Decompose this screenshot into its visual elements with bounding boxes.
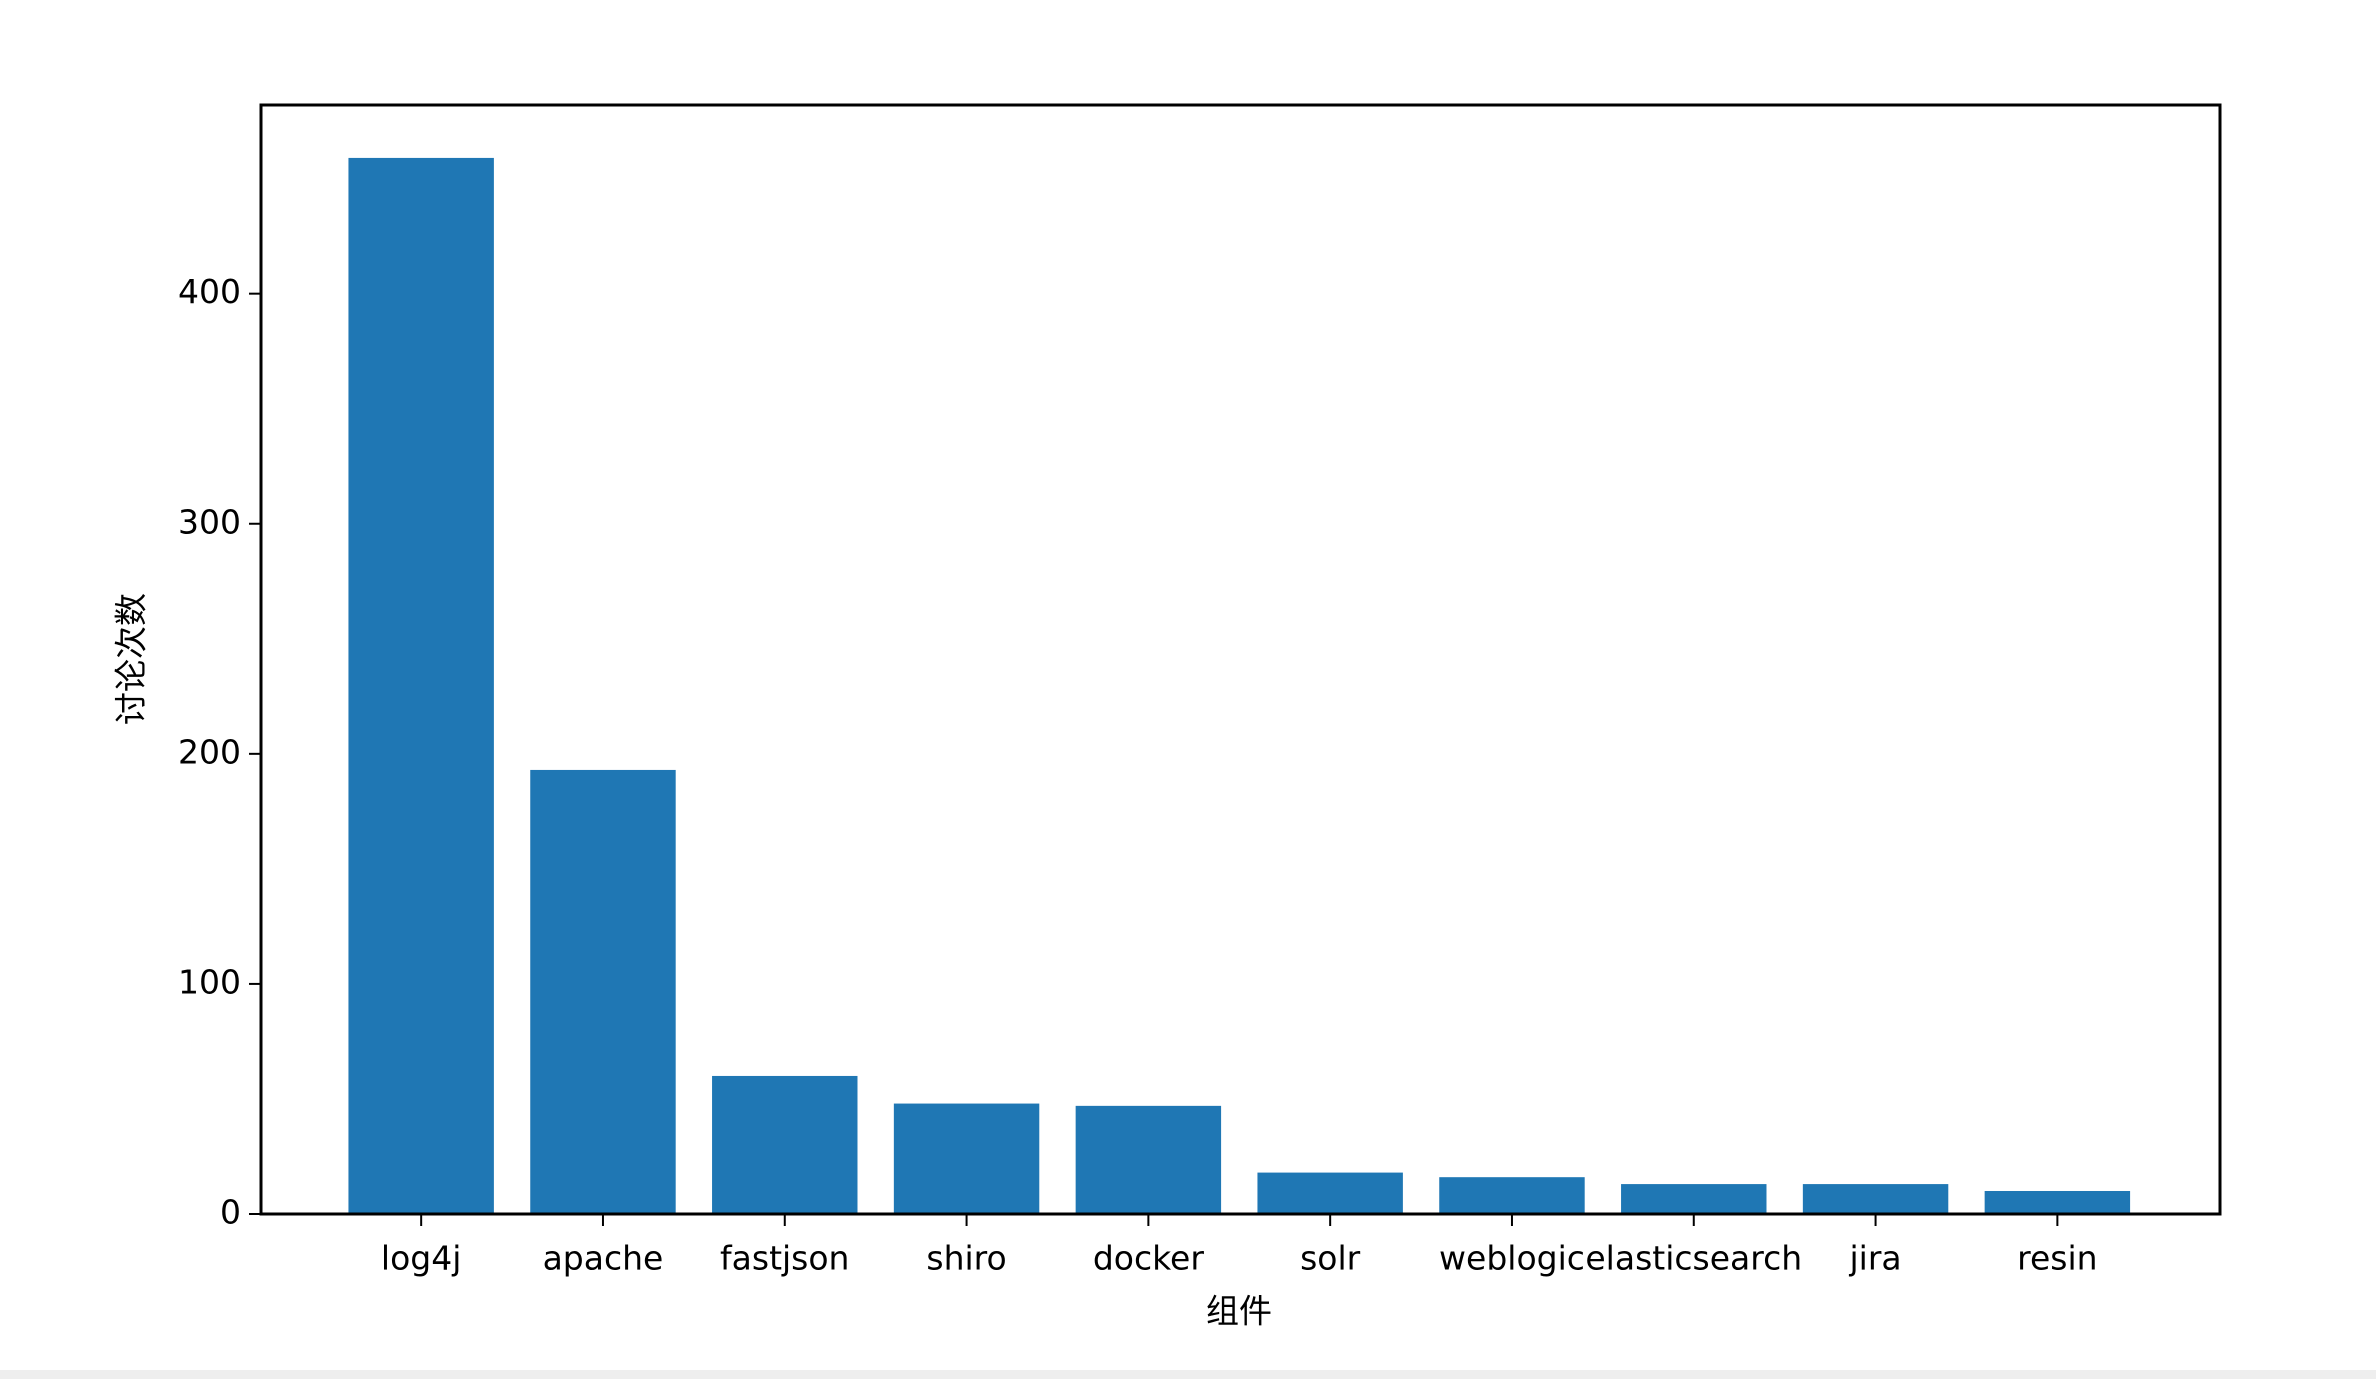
y-axis-label: 讨论次数 — [112, 593, 151, 725]
bar — [348, 157, 494, 1215]
plot-area — [348, 157, 2131, 1215]
bar — [1621, 1184, 1767, 1214]
x-tick-label: weblogic — [1439, 1239, 1585, 1278]
axes-frame — [259, 103, 2222, 1216]
y-tick-label: 100 — [178, 962, 241, 1001]
bar — [1984, 1190, 2131, 1214]
x-axis-label: 组件 — [1206, 1292, 1272, 1331]
bar — [1075, 1105, 1222, 1214]
bar — [1802, 1184, 1949, 1214]
bar — [1439, 1177, 1585, 1214]
x-tick-label: elasticsearch — [1585, 1239, 1802, 1278]
bar — [712, 1075, 858, 1214]
x-tick-label: jira — [1848, 1239, 1901, 1278]
bar — [530, 769, 676, 1214]
bottom-strip — [0, 1370, 2376, 1379]
x-tick-label: fastjson — [720, 1239, 849, 1278]
x-tick-label: docker — [1093, 1239, 1205, 1278]
x-tick-label: shiro — [926, 1239, 1006, 1278]
bar — [893, 1103, 1040, 1214]
x-tick-label: resin — [2017, 1239, 2097, 1278]
x-tick-label: log4j — [381, 1239, 461, 1278]
y-tick-label: 300 — [178, 502, 241, 541]
x-tick-label: apache — [543, 1239, 664, 1278]
x-tick-label: solr — [1300, 1239, 1361, 1278]
y-tick-label: 0 — [220, 1193, 241, 1232]
y-tick-label: 400 — [178, 272, 241, 311]
bar — [1257, 1172, 1403, 1214]
y-tick-label: 200 — [178, 732, 241, 771]
